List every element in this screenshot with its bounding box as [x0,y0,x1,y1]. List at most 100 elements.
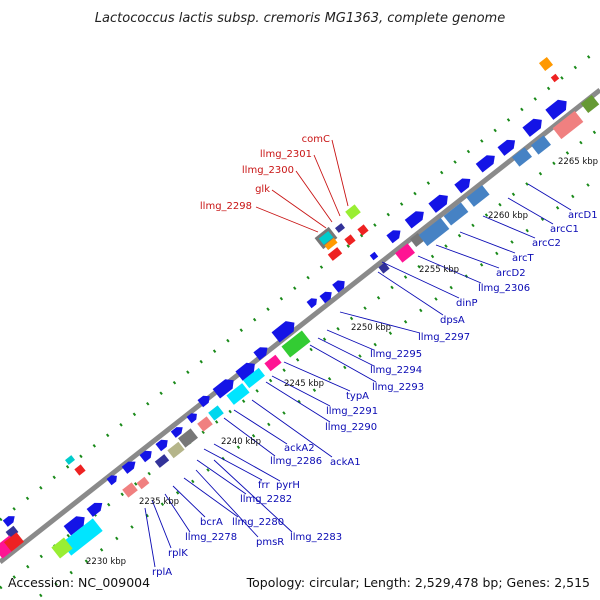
gene-feature [428,194,448,213]
gene-feature [170,427,183,438]
gene-feature [271,321,295,343]
gene-feature [4,532,24,552]
label-leader [203,448,263,481]
label-leader [295,170,333,223]
tick-label: 2255 kbp [419,265,459,275]
label-leader [459,231,516,254]
label-leader [507,197,554,225]
gene-label: dinP [456,298,478,309]
gene-feature [61,518,103,556]
gene-label: llmg_2293 [372,382,424,393]
gene-feature [208,405,224,421]
gene-label: glk [255,184,270,195]
gene-feature [497,139,516,156]
gene-features [0,56,600,559]
gene-feature [332,280,345,293]
gene-feature [197,395,210,408]
gene-label: llmg_2301 [260,149,312,160]
tick-label: 2240 kbp [221,437,261,447]
gene-feature [306,298,317,309]
gene-feature [154,454,170,468]
gene-feature [136,476,150,490]
label-leader [313,154,341,217]
gene-feature [178,428,198,448]
genome-backbone [0,88,600,564]
gene-feature [550,73,560,83]
label-leader [213,443,281,482]
gene-feature [344,234,356,246]
label-leader [435,244,500,269]
gene-feature [443,202,469,226]
gene-label: typA [346,391,369,402]
label-leader [255,206,319,233]
label-leader [195,469,259,538]
gene-label: rplA [152,567,172,578]
gene-feature [345,204,361,220]
tick-label: 2250 kbp [351,323,391,333]
label-leader [317,337,375,367]
label-leader [326,329,375,351]
label-leader [151,499,172,549]
label-leader [527,183,572,211]
gene-label: dpsA [440,315,465,326]
gene-feature [357,224,369,236]
gene-label: pyrH [276,480,300,491]
gene-feature [197,416,213,432]
gene-label: llmg_2290 [325,422,377,433]
gene-feature [418,217,450,247]
gene-feature [475,155,495,173]
label-leader [283,361,351,392]
label-leaders [144,139,572,568]
label-leader [213,459,293,533]
gene-label: rplK [168,548,188,559]
label-leader [233,409,288,445]
gene-feature [243,367,265,389]
accession-text: Accession: NC_009004 [8,575,150,590]
tick-label: 2265 kbp [558,157,598,167]
label-leader [482,215,536,239]
gc-track [0,46,600,598]
gene-feature [121,461,136,474]
gene-label: llmg_2280 [232,517,284,528]
label-leader [196,459,247,495]
gene-feature [235,362,255,381]
gene-feature [74,464,86,476]
label-leader [271,189,327,229]
gene-feature [369,251,379,261]
gene-feature [531,135,551,155]
gene-label: llmg_2291 [326,406,378,417]
gene-label: llmg_2295 [370,349,422,360]
gene-feature [466,185,490,207]
gene-label: ackA2 [284,443,315,454]
topology-text: Topology: circular; Length: 2,529,478 bp… [246,575,590,590]
gene-label: llmg_2298 [200,201,252,212]
gene-feature [212,379,234,399]
gene-feature [552,110,584,140]
label-leader [164,493,191,533]
label-leader [309,344,377,383]
label-leader [339,311,421,334]
gene-feature [226,383,250,405]
gene-label: arcC1 [550,224,579,235]
gene-feature [522,118,542,137]
gene-feature [139,450,152,463]
gene-feature [512,147,532,167]
gene-feature [538,56,554,72]
gene-feature [545,99,567,120]
gene-labels: rplA rplK llmg_2278 bcrA pmsR llmg_2280 llmg_2… [152,134,598,578]
label-leader [271,375,331,407]
gene-feature [106,475,117,486]
gene-feature [378,262,390,274]
page-title: Lactococcus lactis subsp. cremoris MG136… [95,11,505,26]
gene-feature [580,94,600,114]
gene-feature [253,347,268,361]
gene-label: ackA1 [330,457,361,468]
gene-label: llmg_2297 [418,332,470,343]
gene-label: arcC2 [532,238,561,249]
gene-label: arcD1 [568,210,598,221]
gene-feature [404,211,424,229]
label-leader [183,477,239,518]
label-leader [377,271,444,316]
label-leader [381,261,460,299]
